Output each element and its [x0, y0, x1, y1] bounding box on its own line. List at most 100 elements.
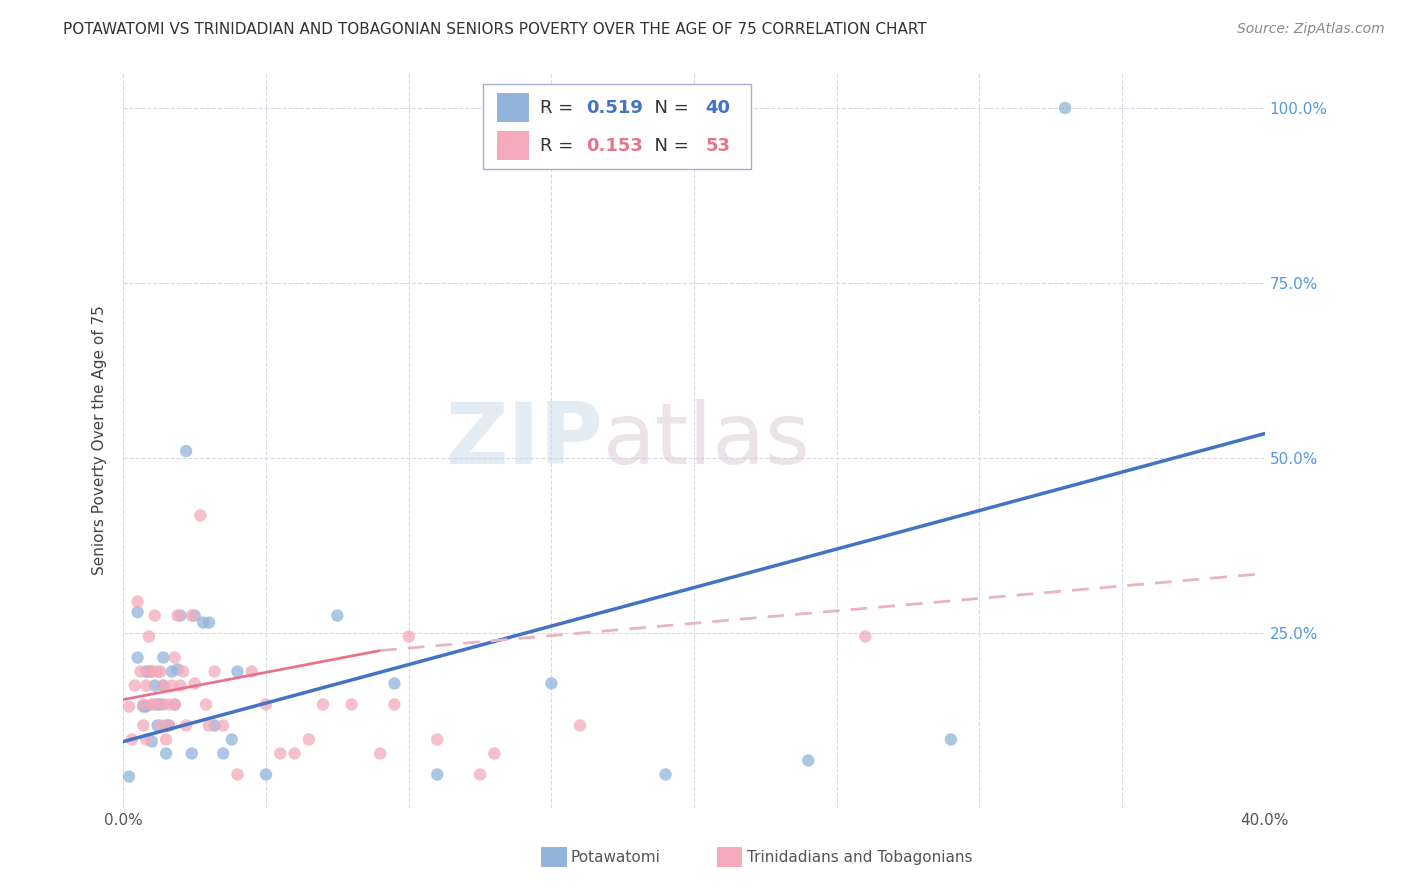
Point [141, 734, 163, 748]
Point [183, 676, 205, 690]
Point [152, 679, 174, 693]
Point [204, 718, 226, 732]
Text: 53: 53 [706, 136, 731, 154]
Point [195, 698, 218, 712]
Point [384, 676, 406, 690]
Point [152, 650, 174, 665]
Point [127, 605, 149, 619]
Point [163, 698, 186, 712]
Point [141, 665, 163, 679]
Y-axis label: Seniors Poverty Over the Age of 75: Seniors Poverty Over the Age of 75 [93, 306, 107, 575]
Point [340, 698, 363, 712]
Point [221, 732, 243, 747]
Point [132, 698, 155, 712]
Point [143, 608, 166, 623]
Point [146, 718, 169, 732]
Point [118, 770, 141, 784]
Point [226, 767, 249, 781]
Point [135, 732, 157, 747]
Point [853, 630, 876, 644]
Point [160, 679, 183, 693]
Point [152, 698, 174, 712]
Text: N =: N = [643, 98, 695, 117]
Point [146, 665, 169, 679]
Point [172, 665, 194, 679]
Point [298, 732, 321, 747]
Point [163, 698, 186, 712]
Point [157, 718, 180, 732]
Text: Trinidadians and Tobagonians: Trinidadians and Tobagonians [747, 850, 972, 864]
Point [135, 699, 157, 714]
Point [193, 615, 215, 630]
Point [169, 679, 191, 693]
Point [155, 732, 177, 747]
Point [254, 767, 277, 781]
Point [127, 650, 149, 665]
Text: POTAWATOMI VS TRINIDADIAN AND TOBAGONIAN SENIORS POVERTY OVER THE AGE OF 75 CORR: POTAWATOMI VS TRINIDADIAN AND TOBAGONIAN… [63, 22, 927, 37]
Point [166, 663, 188, 677]
Point [484, 747, 506, 761]
Point [157, 718, 180, 732]
Point [132, 699, 155, 714]
Point [368, 747, 391, 761]
Point [198, 718, 221, 732]
Point [155, 718, 177, 732]
Point [118, 699, 141, 714]
Point [129, 665, 152, 679]
Text: 0.153: 0.153 [586, 136, 643, 154]
Point [124, 679, 146, 693]
Text: Source: ZipAtlas.com: Source: ZipAtlas.com [1237, 22, 1385, 37]
Point [138, 665, 160, 679]
Point [146, 698, 169, 712]
Point [283, 747, 305, 761]
Point [468, 767, 491, 781]
Point [143, 698, 166, 712]
Point [174, 718, 197, 732]
Point [426, 732, 449, 747]
Point [149, 718, 172, 732]
Point [384, 698, 406, 712]
FancyBboxPatch shape [482, 84, 751, 169]
Point [132, 718, 155, 732]
Point [160, 665, 183, 679]
Point [141, 665, 163, 679]
Point [312, 698, 335, 712]
Point [654, 767, 676, 781]
Point [149, 665, 172, 679]
Point [169, 608, 191, 623]
Point [138, 665, 160, 679]
Point [163, 650, 186, 665]
Text: ZIP: ZIP [446, 399, 603, 482]
Point [149, 698, 172, 712]
Point [540, 676, 562, 690]
Point [121, 732, 143, 747]
Point [568, 718, 591, 732]
Point [190, 508, 212, 523]
Point [939, 732, 962, 747]
Text: 0.519: 0.519 [586, 98, 643, 117]
Point [398, 630, 420, 644]
Text: 40: 40 [706, 98, 731, 117]
Text: atlas: atlas [603, 399, 811, 482]
Text: N =: N = [643, 136, 695, 154]
Point [166, 608, 188, 623]
Point [212, 718, 235, 732]
Point [426, 767, 449, 781]
Point [135, 679, 157, 693]
Text: Potawatomi: Potawatomi [571, 850, 661, 864]
Point [155, 747, 177, 761]
Text: R =: R = [540, 136, 579, 154]
Point [254, 698, 277, 712]
Point [152, 679, 174, 693]
Point [226, 665, 249, 679]
Text: R =: R = [540, 98, 579, 117]
Point [797, 754, 820, 768]
Point [326, 608, 349, 623]
Point [143, 679, 166, 693]
Point [180, 608, 202, 623]
Point [135, 665, 157, 679]
Bar [496, 131, 529, 161]
Point [157, 698, 180, 712]
Point [212, 747, 235, 761]
Bar [496, 93, 529, 122]
